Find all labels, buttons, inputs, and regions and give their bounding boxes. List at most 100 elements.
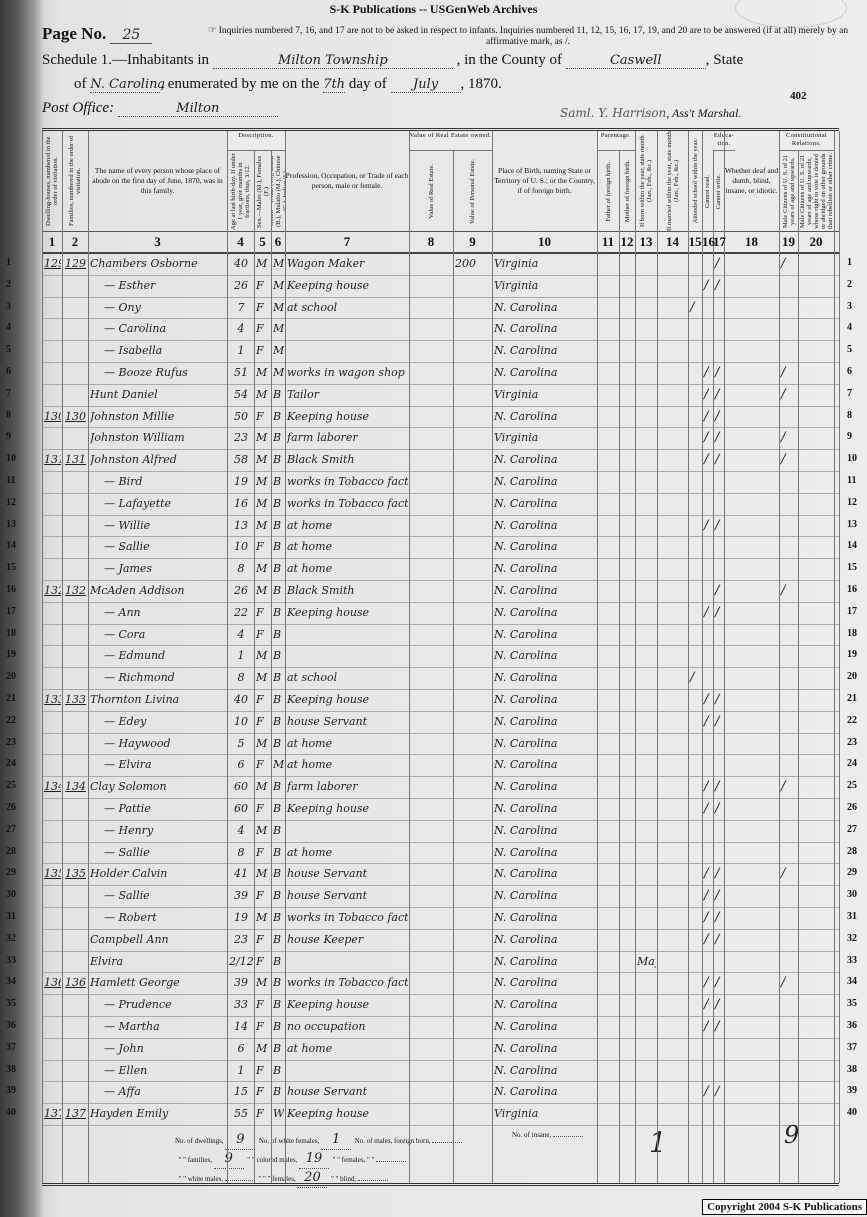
column-header-label: If born within the year, state month (Ja… (639, 135, 653, 227)
sex: M (256, 387, 268, 401)
age: 4 (237, 322, 245, 336)
census-table: Dwelling-houses, numbered in the order o… (6, 128, 857, 1188)
sex: F (256, 409, 264, 423)
column-number: 1 (48, 234, 56, 249)
cannot-read-mark: / (704, 931, 709, 947)
post-office-line: Post Office: Milton (42, 100, 278, 117)
county-label: , in the County of (456, 52, 562, 68)
occupation: Keeping house (287, 693, 370, 706)
divider (42, 252, 839, 254)
column-header-label: Mother of foreign birth. (623, 160, 631, 223)
birthplace: N. Carolina (494, 649, 558, 663)
cannot-read-mark: / (704, 888, 709, 904)
color: B (273, 867, 282, 881)
age: 55 (234, 1107, 248, 1121)
person-name: — Henry (104, 823, 154, 837)
page-number-value: 25 (110, 27, 153, 44)
cannot-read-mark: / (704, 692, 709, 707)
age: 23 (234, 932, 248, 946)
column-rule (42, 131, 43, 1183)
color: B (273, 998, 282, 1012)
color: B (273, 671, 282, 685)
township-field: Milton Township (212, 53, 453, 69)
age: 23 (234, 431, 248, 445)
column-header-label: If married within the year, state month … (665, 131, 680, 231)
column-header-label: Whether deaf and dumb, blind, insane, or… (724, 166, 779, 195)
sex: M (256, 453, 268, 467)
line-number: 40 (847, 1107, 857, 1119)
column-header-label: Value of Real Estate. (427, 164, 435, 219)
occupation: works in wagon shop (287, 366, 405, 379)
birthplace: N. Carolina (494, 802, 558, 815)
color: B (273, 693, 282, 706)
person-name: — Ann (104, 605, 141, 619)
sex: F (256, 1020, 264, 1033)
person-name: — Ony (104, 300, 141, 314)
male-citizen-mark: / (781, 975, 786, 991)
table-row: — Edmund 1 M B N. Carolina 19 19 (6, 645, 857, 669)
cannot-write-mark: / (715, 1084, 720, 1100)
color: B (273, 889, 282, 903)
occupation: Keeping house (287, 605, 370, 619)
column-header-3: The name of every person whose place of … (88, 131, 227, 231)
birthplace: N. Carolina (494, 562, 558, 576)
column-header-label: Value of Personal Estate. (469, 159, 476, 224)
age: 14 (234, 1020, 248, 1033)
age: 4 (237, 823, 245, 837)
column-number: 8 (427, 234, 435, 249)
person-name: — Sallie (104, 889, 150, 903)
column-header-label: Families, numbered in the order of visit… (68, 135, 82, 227)
age: 10 (234, 540, 248, 554)
line-number: 20 (847, 671, 857, 683)
column-number: 14 (666, 234, 679, 249)
color: B (273, 584, 282, 597)
line-number: 35 (847, 998, 857, 1010)
county-field: Caswell (565, 53, 706, 69)
cannot-read-mark: / (704, 517, 709, 533)
enumerated-label: , enumerated by me on the (160, 76, 320, 92)
family-number: 129 (65, 257, 86, 270)
line-number: 38 (6, 1063, 16, 1075)
color: B (273, 496, 282, 510)
age: 1 (237, 344, 245, 358)
post-office-label: Post Office: (42, 100, 115, 116)
sex: M (256, 736, 268, 750)
line-number: 23 (847, 736, 857, 748)
person-name: — Martha (104, 1020, 160, 1033)
table-row: — Pattie 60 F B Keeping house N. Carolina / / 26… (6, 798, 857, 821)
person-name: Johnston William (90, 431, 185, 445)
copyright-notice: Copyright 2004 S-K Publications (702, 1199, 867, 1215)
divider (42, 231, 839, 232)
sex: M (256, 1041, 268, 1055)
cannot-write-mark: / (715, 779, 720, 795)
birthplace: Virginia (494, 257, 539, 270)
line-number: 29 (6, 867, 16, 879)
occupation: house Servant (287, 1085, 368, 1099)
birthplace: N. Carolina (494, 584, 558, 597)
birthplace: N. Carolina (494, 671, 558, 685)
cannot-read-mark: / (704, 1019, 709, 1034)
color: B (273, 1085, 282, 1099)
occupation: at home (287, 540, 333, 554)
schedule-line-1: Schedule 1.—Inhabitants in Milton Townsh… (42, 52, 743, 69)
age: 13 (234, 518, 248, 532)
age: 39 (234, 976, 248, 990)
male-citizen-mark: / (781, 386, 786, 402)
age: 60 (234, 780, 248, 794)
line-number: 22 (6, 714, 16, 726)
column-header-20: Male Citizens of U. S. of 21 years of ag… (798, 152, 834, 231)
column-header-5: Sex.—Males (M.), Females (F.) (254, 152, 271, 231)
cannot-write-mark: / (715, 256, 720, 271)
person-name: — Affa (104, 1085, 141, 1099)
page-summary: No. of dwellings, 9 No. of white females… (175, 1131, 505, 1188)
line-number: 16 (6, 584, 16, 595)
cannot-write-mark: / (715, 583, 720, 598)
cannot-read-mark: / (704, 386, 709, 402)
line-number: 36 (847, 1020, 857, 1031)
column-number: 5 (259, 234, 266, 249)
